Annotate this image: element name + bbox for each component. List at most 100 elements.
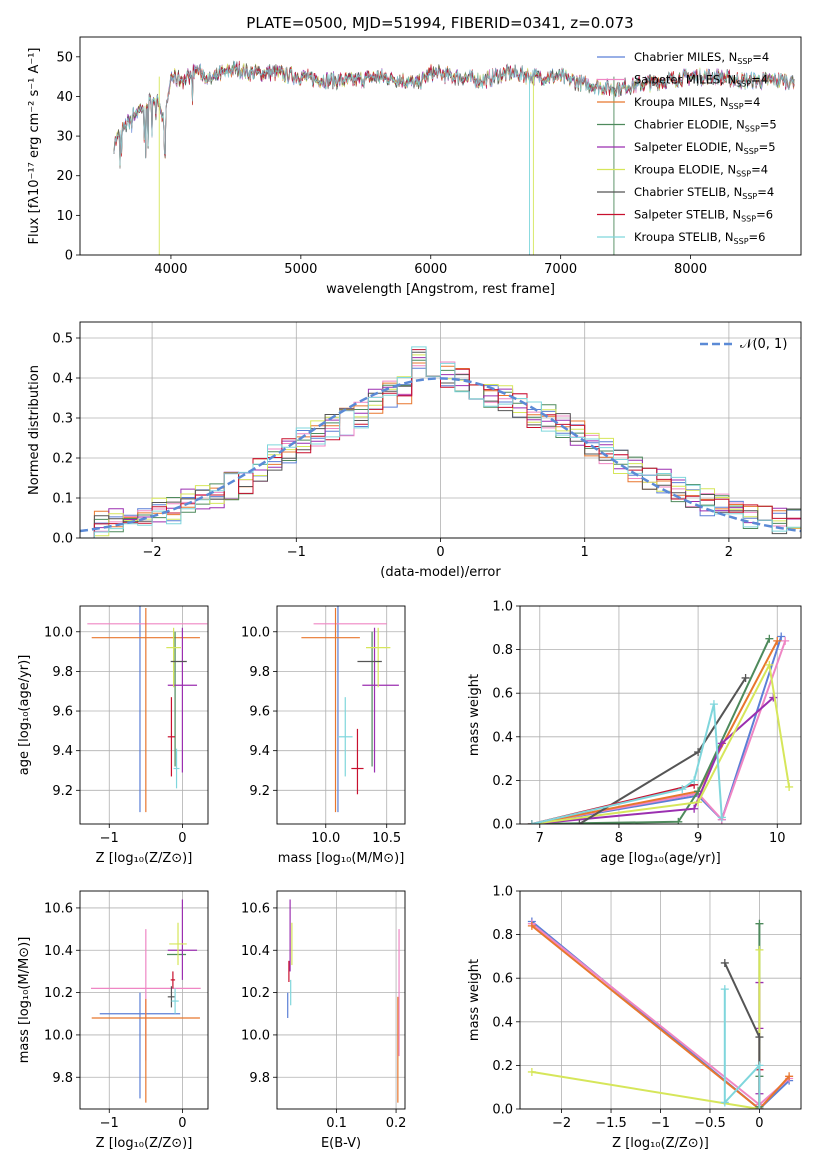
y-tick-label: 0.1 (52, 492, 73, 507)
plot-area (301, 606, 399, 813)
x-axis-label: (data-model)/error (380, 565, 501, 580)
x-tick-label: −0.5 (694, 1116, 726, 1131)
weight-line (723, 962, 761, 1109)
y-tick-label: 10.0 (44, 1028, 73, 1043)
legend-label: Kroupa ELODIE, NSSP=4 (634, 163, 768, 179)
legend-label: Salpeter MILES, NSSP=4 (634, 73, 768, 89)
x-tick-label: 6000 (414, 262, 447, 277)
y-tick-label: 9.8 (52, 1071, 73, 1086)
y-tick-label: 0.0 (492, 818, 513, 833)
plot-area (113, 60, 795, 255)
y-axis-label: Normed distribution (27, 365, 42, 495)
x-tick-label: 0 (436, 545, 444, 560)
y-tick-label: 1.0 (492, 600, 513, 615)
y-tick-label: 0.6 (492, 972, 513, 987)
y-tick-label: 0.0 (492, 1103, 513, 1118)
weight-marker (785, 782, 794, 791)
x-tick-label: 10 (769, 831, 786, 846)
axes-frame (276, 890, 406, 1110)
y-tick-label: 0.4 (492, 730, 513, 745)
y-tick-label: 9.4 (52, 744, 73, 759)
axes-frame (79, 36, 802, 256)
y-axis-label: mass weight (467, 959, 482, 1041)
plot-area (80, 346, 801, 538)
weight-marker (527, 820, 536, 824)
x-axis-label: Z [log₁₀(Z/Z⊙)] (612, 1136, 709, 1151)
y-tick-label: 0.5 (52, 332, 73, 347)
axes-frame (519, 605, 802, 825)
weight-marker (690, 776, 699, 785)
x-tick-label: −2 (143, 545, 162, 560)
y-tick-label: 9.2 (249, 784, 270, 799)
x-tick-label: 2 (725, 545, 733, 560)
axes-frame (79, 890, 209, 1110)
x-tick-label: 8 (615, 831, 623, 846)
weight-line (723, 989, 761, 1109)
y-tick-label: 0.0 (52, 532, 73, 547)
axes-frame (519, 890, 802, 1110)
weight-line (531, 925, 790, 1109)
weight-marker (765, 660, 774, 669)
x-tick-label: −1 (287, 545, 306, 560)
weight-line (531, 949, 761, 1109)
y-tick-label: 40 (56, 90, 73, 105)
plot-area (287, 899, 400, 1103)
y-tick-label: 10.0 (44, 625, 73, 640)
y-tick-label: 0.2 (492, 774, 513, 789)
legend-label: Kroupa MILES, NSSP=4 (634, 95, 760, 111)
weight-marker (741, 673, 750, 682)
weight-line (531, 661, 791, 824)
plot-area (527, 632, 794, 824)
plot-area (527, 917, 794, 1109)
weight-marker (694, 798, 703, 807)
weight-marker (785, 1072, 794, 1081)
y-axis-label: Flux [fλ10⁻¹⁷ erg cm⁻² s⁻¹ A⁻¹] (27, 48, 42, 245)
y-tick-label: 9.6 (52, 705, 73, 720)
x-tick-label: −2 (552, 1116, 571, 1131)
weight-marker (690, 804, 699, 813)
x-axis-label: E(B-V) (321, 1136, 361, 1151)
plot-spectrum: 4000 5000 6000 7000 8000 0 10 20 30 40 50 wavelengt… (27, 36, 802, 297)
x-tick-label: 0.2 (386, 1116, 407, 1131)
weight-marker (720, 1098, 729, 1107)
y-tick-label: 9.8 (249, 665, 270, 680)
x-tick-label: 5000 (284, 262, 317, 277)
weight-marker (720, 985, 729, 994)
weight-marker (755, 1061, 764, 1070)
x-axis-label: wavelength [Angstrom, rest frame] (326, 282, 555, 297)
plot-residuals: −2 −1 0 1 2 0.0 0.1 0.2 0.3 0.4 0.5 (data-model)/er… (27, 321, 802, 580)
y-axis-label: mass [log₁₀(M/M⊙)] (17, 937, 32, 1064)
x-tick-label: −1.5 (595, 1116, 627, 1131)
y-tick-label: 10.4 (241, 944, 270, 959)
y-axis-label: mass weight (467, 674, 482, 756)
legend-label: Salpeter ELODIE, NSSP=5 (634, 140, 776, 156)
weight-marker (717, 813, 726, 822)
weight-marker (678, 785, 687, 794)
spectrum-legend: Chabrier MILES, NSSP=4 Salpeter MILES, NS… (597, 50, 777, 246)
y-tick-label: 10.4 (44, 944, 73, 959)
x-tick-label: 0 (178, 831, 186, 846)
plot-area (90, 899, 201, 1103)
x-tick-label: −1 (651, 1116, 670, 1131)
weight-marker (527, 921, 536, 930)
weight-marker (781, 636, 790, 645)
weight-marker (755, 919, 764, 928)
y-tick-label: 1.0 (492, 885, 513, 900)
x-tick-label: 4000 (154, 262, 187, 277)
plot-weight-vs-age: 7 8 9 10 0.0 0.2 0.4 0.6 0.8 1.0 age [log₁₀(age/yr… (467, 600, 802, 866)
spectrum-line (113, 61, 795, 166)
y-tick-label: 10.0 (241, 1028, 270, 1043)
weight-line (531, 640, 787, 824)
legend-label: Kroupa STELIB, NSSP=6 (634, 230, 765, 246)
y-tick-label: 0 (65, 249, 73, 264)
figure-title: PLATE=0500, MJD=51994, FIBERID=0341, z=0… (246, 14, 633, 32)
legend-label: Chabrier STELIB, NSSP=4 (634, 185, 774, 201)
weight-marker (674, 817, 683, 824)
x-tick-label: 8000 (674, 262, 707, 277)
y-tick-label: 0.4 (492, 1015, 513, 1030)
y-tick-label: 9.6 (249, 705, 270, 720)
histogram-step (80, 346, 801, 538)
x-tick-label: 0 (178, 1116, 186, 1131)
y-tick-label: 9.4 (249, 744, 270, 759)
x-tick-label: 7000 (544, 262, 577, 277)
